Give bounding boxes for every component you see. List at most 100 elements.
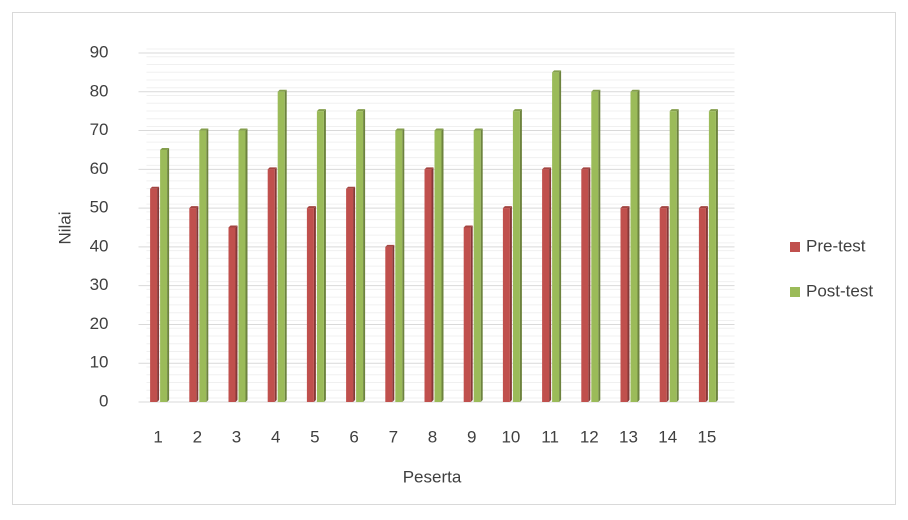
bar-side — [441, 128, 444, 403]
bar-side — [167, 147, 170, 402]
bar-side — [245, 128, 248, 403]
bar-top — [199, 128, 209, 131]
bar — [669, 111, 677, 403]
x-tick-label: 5 — [310, 427, 319, 446]
bar-side — [559, 70, 562, 402]
bar — [385, 246, 393, 402]
bar-top — [708, 109, 718, 112]
legend-label: Pre-test — [806, 236, 866, 255]
y-tick-label: 90 — [90, 42, 109, 61]
bar-top — [581, 167, 591, 170]
bar — [424, 169, 432, 402]
y-tick-label: 80 — [90, 81, 109, 100]
y-tick-label: 20 — [90, 314, 109, 333]
bar-top — [424, 167, 434, 170]
bar-top — [385, 244, 395, 247]
bar — [434, 130, 442, 403]
x-tick-label: 4 — [271, 427, 280, 446]
y-tick-label: 50 — [90, 198, 109, 217]
bar-top — [228, 225, 238, 228]
bar-side — [470, 225, 473, 402]
bar-side — [715, 109, 718, 403]
bar — [698, 208, 706, 402]
bar-top — [160, 147, 170, 150]
bar-top — [542, 167, 552, 170]
bar — [306, 208, 314, 402]
bar-side — [392, 244, 395, 402]
bar-side — [313, 206, 316, 402]
bar-top — [552, 70, 562, 73]
x-tick-label: 15 — [697, 427, 716, 446]
bar-side — [637, 89, 640, 403]
bar-side — [157, 186, 160, 402]
bar-top — [306, 206, 316, 209]
bar — [346, 188, 354, 402]
bar-top — [698, 206, 708, 209]
bar-top — [473, 128, 483, 131]
bar-top — [620, 206, 630, 209]
bar — [316, 111, 324, 403]
y-tick-label: 40 — [90, 236, 109, 255]
bar-top — [630, 89, 640, 92]
y-tick-label: 0 — [99, 391, 108, 410]
bar — [542, 169, 550, 402]
bar — [356, 111, 364, 403]
x-axis-label: Peserta — [403, 467, 462, 486]
bar-side — [627, 206, 630, 402]
x-tick-label: 13 — [619, 427, 638, 446]
bar-top — [267, 167, 277, 170]
y-tick-label: 10 — [90, 353, 109, 372]
bar — [473, 130, 481, 403]
bar-side — [323, 109, 326, 403]
bar-side — [431, 167, 434, 402]
bar — [267, 169, 275, 402]
y-tick-label: 60 — [90, 159, 109, 178]
x-tick-label: 2 — [193, 427, 202, 446]
bar-side — [519, 109, 522, 403]
x-tick-label: 12 — [580, 427, 599, 446]
x-tick-label: 3 — [232, 427, 241, 446]
x-tick-label: 10 — [501, 427, 520, 446]
bar — [395, 130, 403, 403]
bar-side — [549, 167, 552, 402]
bar-top — [434, 128, 444, 131]
x-tick-label: 11 — [541, 427, 559, 446]
legend-swatch — [790, 287, 800, 297]
bar-side — [206, 128, 209, 403]
bar — [228, 227, 236, 402]
y-tick-label: 30 — [90, 275, 109, 294]
y-axis-label: Nilai — [55, 211, 74, 244]
x-tick-label: 14 — [658, 427, 677, 446]
bar-top — [150, 186, 160, 189]
bar-top — [316, 109, 326, 112]
legend-swatch — [790, 242, 800, 252]
x-tick-label: 9 — [467, 427, 476, 446]
bar-side — [666, 206, 669, 402]
bar-side — [274, 167, 277, 402]
bar-side — [598, 89, 601, 403]
bar — [150, 188, 158, 402]
legend-label: Post-test — [806, 281, 873, 300]
bar-top — [395, 128, 405, 131]
bar — [463, 227, 471, 402]
bar-side — [509, 206, 512, 402]
bar-top — [346, 186, 356, 189]
bar — [502, 208, 510, 402]
bar-top — [669, 109, 679, 112]
bar — [659, 208, 667, 402]
bar — [552, 72, 560, 402]
bar-side — [402, 128, 405, 403]
y-tick-label: 70 — [90, 120, 109, 139]
x-tick-label: 8 — [428, 427, 437, 446]
bar-side — [353, 186, 356, 402]
bar-side — [363, 109, 366, 403]
bar-side — [284, 89, 287, 403]
bar-top — [591, 89, 601, 92]
bar — [630, 91, 638, 403]
x-tick-label: 7 — [389, 427, 398, 446]
bar — [277, 91, 285, 403]
bar-top — [463, 225, 473, 228]
bar — [512, 111, 520, 403]
bar — [238, 130, 246, 403]
